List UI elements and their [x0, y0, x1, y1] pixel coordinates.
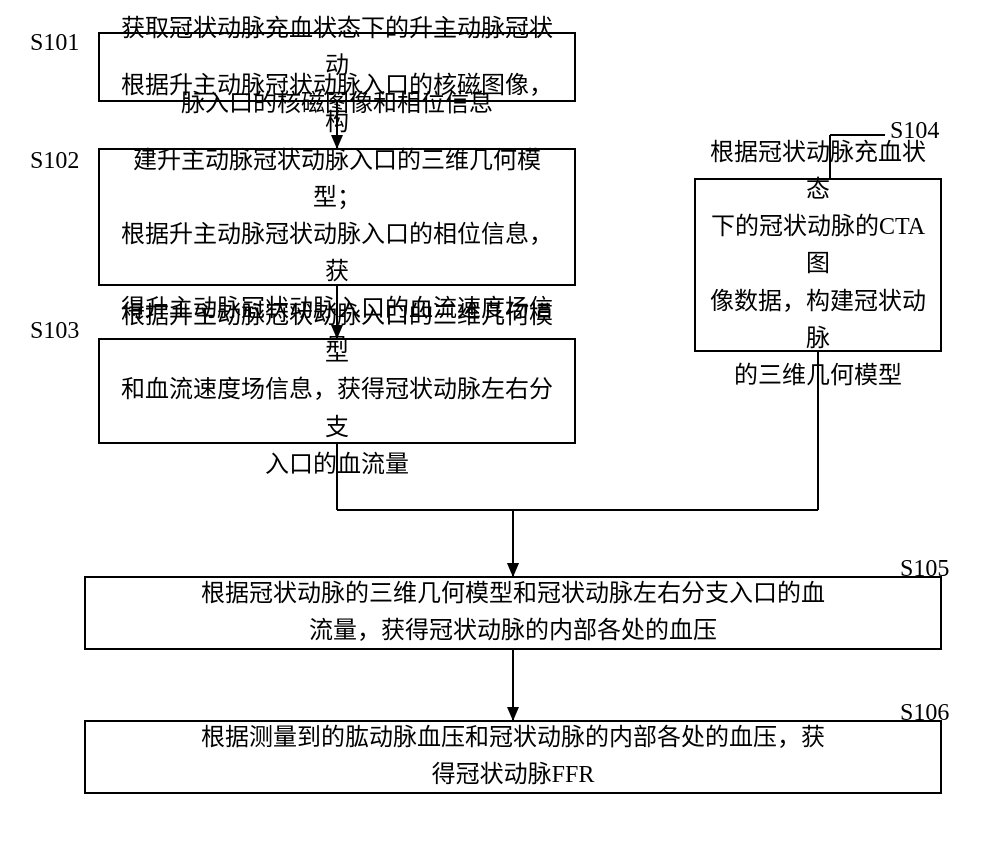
node-s104-text: 根据冠状动脉充血状态 下的冠状动脉的CTA图 像数据，构建冠状动脉 的三维几何模…: [706, 135, 930, 395]
step-label-l102: S102: [30, 148, 79, 175]
node-s105-text: 根据冠状动脉的三维几何模型和冠状动脉左右分支入口的血 流量，获得冠状动脉的内部各…: [201, 576, 825, 650]
node-s104: 根据冠状动脉充血状态 下的冠状动脉的CTA图 像数据，构建冠状动脉 的三维几何模…: [694, 178, 942, 352]
node-s106-text: 根据测量到的肱动脉血压和冠状动脉的内部各处的血压，获 得冠状动脉FFR: [201, 720, 825, 794]
step-label-l103: S103: [30, 318, 79, 345]
step-label-l101: S101: [30, 30, 79, 57]
node-s106: 根据测量到的肱动脉血压和冠状动脉的内部各处的血压，获 得冠状动脉FFR: [84, 720, 942, 794]
node-s103-text: 根据升主动脉冠状动脉入口的三维几何模型 和血流速度场信息，获得冠状动脉左右分支 …: [110, 298, 564, 484]
node-s102: 根据升主动脉冠状动脉入口的核磁图像，构 建升主动脉冠状动脉入口的三维几何模型； …: [98, 148, 576, 286]
node-s105: 根据冠状动脉的三维几何模型和冠状动脉左右分支入口的血 流量，获得冠状动脉的内部各…: [84, 576, 942, 650]
step-label-l106: S106: [900, 700, 949, 727]
step-label-l104: S104: [890, 118, 939, 145]
flowchart-canvas: 获取冠状动脉充血状态下的升主动脉冠状动 脉入口的核磁图像和相位信息根据升主动脉冠…: [0, 0, 1000, 849]
step-label-l105: S105: [900, 556, 949, 583]
node-s103: 根据升主动脉冠状动脉入口的三维几何模型 和血流速度场信息，获得冠状动脉左右分支 …: [98, 338, 576, 444]
